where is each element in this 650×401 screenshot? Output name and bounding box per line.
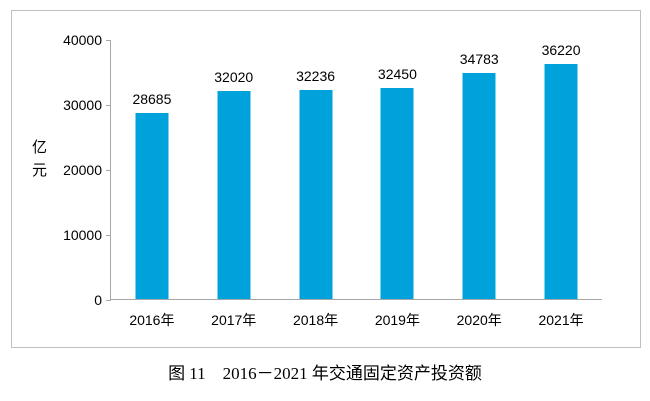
bar-value-label: 28685 — [132, 90, 172, 107]
bar-value-label: 34783 — [459, 50, 499, 67]
bar-slot: 32020 2017年 — [193, 40, 275, 328]
x-axis-category-label: 2018年 — [292, 312, 339, 328]
bar-value-label: 32236 — [296, 67, 336, 84]
bar — [462, 72, 496, 299]
bar-slot: 36220 2021年 — [520, 40, 602, 328]
chart-frame: 亿 元 28685 2016年 32020 2017年 32236 2018年 32450 2… — [11, 10, 641, 348]
bar — [380, 88, 414, 299]
x-axis-category-label: 2016年 — [129, 312, 175, 328]
bar — [544, 63, 578, 299]
y-axis-tick-mark — [106, 235, 111, 236]
bar — [135, 112, 169, 299]
y-axis-title-char: 元 — [31, 162, 47, 179]
y-axis-tick-mark — [106, 105, 111, 106]
y-axis-tick-mark — [106, 300, 111, 301]
bar-value-label: 36220 — [541, 41, 581, 58]
y-axis-tick-label: 0 — [94, 292, 102, 308]
y-axis-tick-label: 40000 — [63, 32, 102, 48]
bar-value-label: 32450 — [377, 66, 417, 83]
x-axis-category-label: 2021年 — [538, 312, 584, 328]
bar-slot: 34783 2020年 — [438, 40, 520, 328]
x-axis-category-label: 2020年 — [456, 312, 502, 328]
y-axis-tick-label: 30000 — [63, 97, 102, 113]
y-axis-title: 亿 元 — [32, 136, 47, 182]
y-axis-tick-label: 20000 — [63, 162, 102, 178]
x-axis-category-label: 2017年 — [211, 312, 257, 328]
plot-area: 亿 元 28685 2016年 32020 2017年 32236 2018年 32450 2… — [32, 32, 602, 329]
bar — [299, 89, 333, 299]
bar-slot: 32450 2019年 — [356, 40, 438, 328]
bar-slot: 28685 2016年 — [111, 40, 193, 329]
bar-value-label: 32020 — [214, 68, 254, 85]
y-axis-title-char: 亿 — [31, 139, 47, 156]
y-axis-tick-mark — [106, 170, 111, 171]
y-axis-tick-mark — [106, 40, 111, 41]
bar — [217, 90, 251, 299]
x-axis-category-label: 2019年 — [374, 312, 420, 328]
figure-caption: 图 11 2016－2021 年交通固定资产投资额 — [168, 364, 482, 383]
y-axis-tick-label: 10000 — [63, 227, 102, 243]
bar-slots: 28685 2016年 32020 2017年 32236 2018年 32450 2019年… — [111, 40, 602, 329]
bar-slot: 32236 2018年 — [275, 40, 357, 329]
